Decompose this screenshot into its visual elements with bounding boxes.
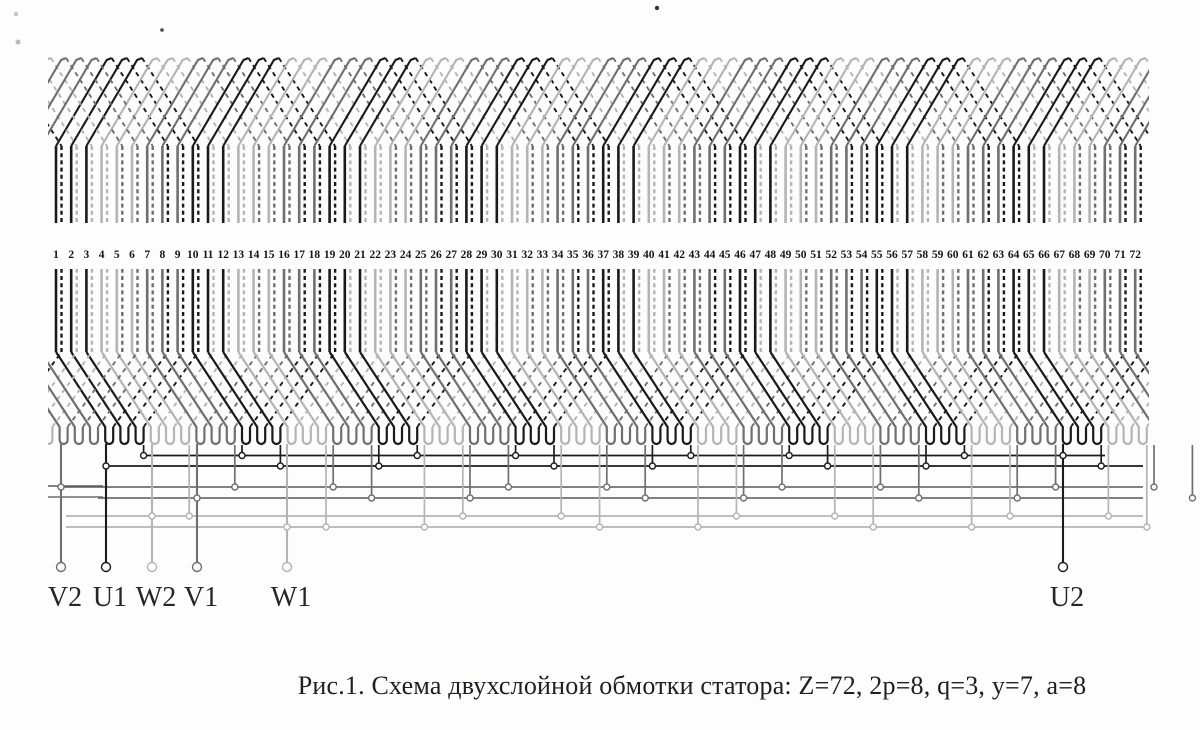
scan-specks	[14, 5, 660, 45]
slot-number: 62	[977, 249, 989, 261]
terminals: V2 U1 W2 V1 W1 U2	[48, 444, 1084, 613]
slot-number: 51	[810, 249, 822, 261]
slot-number: 38	[613, 249, 625, 261]
slot-number: 35	[567, 249, 579, 261]
slot-number: 48	[765, 249, 777, 261]
slot-number: 63	[993, 249, 1005, 261]
slot-number: 13	[233, 249, 245, 261]
terminal-label-V2: V2	[48, 582, 82, 613]
slot-number-row: 1 2 3 4 5 6 7 8 9 10 11 12 13 14 15 16 17 18 19 20 21 22 23 24 2…	[53, 249, 1141, 261]
slot-number: 20	[339, 249, 351, 261]
slot-number: 72	[1129, 249, 1141, 261]
slot-number: 8	[160, 249, 166, 261]
slot-number: 29	[476, 249, 488, 261]
terminal-label-W2: W2	[136, 582, 176, 613]
slot-number: 12	[217, 249, 229, 261]
slot-number: 33	[537, 249, 549, 261]
slot-number: 26	[430, 249, 442, 261]
slot-number: 9	[175, 249, 181, 261]
slot-number: 16	[278, 249, 290, 261]
slot-number: 5	[114, 249, 120, 261]
slot-number: 59	[932, 249, 944, 261]
slot-number: 6	[129, 249, 135, 261]
slot-number: 1	[53, 249, 59, 261]
slot-number: 27	[445, 249, 457, 261]
slot-number: 70	[1099, 249, 1111, 261]
slot-number: 58	[917, 249, 929, 261]
slot-number: 4	[99, 249, 105, 261]
terminal-label-U1: U1	[93, 582, 127, 613]
slot-number: 50	[795, 249, 807, 261]
slot-number: 52	[825, 249, 837, 261]
slot-number: 46	[734, 249, 746, 261]
slot-number: 41	[658, 249, 670, 261]
slot-number: 3	[84, 249, 90, 261]
slot-number: 42	[673, 249, 685, 261]
slot-number: 28	[461, 249, 473, 261]
slot-number: 47	[749, 249, 761, 261]
slot-number: 49	[780, 249, 792, 261]
slot-number: 54	[856, 249, 868, 261]
terminal-label-W1: W1	[271, 582, 311, 613]
bus-bars	[48, 454, 1143, 528]
slot-number: 25	[415, 249, 427, 261]
slot-number: 14	[248, 249, 260, 261]
slot-number: 23	[385, 249, 397, 261]
slot-number: 34	[552, 249, 564, 261]
slot-number: 57	[901, 249, 913, 261]
slot-number: 71	[1114, 249, 1126, 261]
slot-number: 21	[354, 249, 366, 261]
winding-diagram: 1 2 3 4 5 6 7 8 9 10 11 12 13 14 15 16 17 18 19 20 21 22 23 24 2…	[14, 5, 1197, 613]
terminal-label-V1: V1	[184, 582, 218, 613]
slot-number: 44	[704, 249, 716, 261]
slot-number: 64	[1008, 249, 1020, 261]
slot-number: 32	[521, 249, 533, 261]
slot-number: 18	[309, 249, 321, 261]
group-taps	[139, 445, 1197, 531]
slot-number: 15	[263, 249, 275, 261]
terminal-label-U2: U2	[1050, 582, 1084, 613]
slot-number: 2	[68, 249, 74, 261]
slot-number: 24	[400, 249, 412, 261]
slot-number: 11	[203, 249, 214, 261]
slot-number: 10	[187, 249, 199, 261]
slot-number: 22	[369, 249, 381, 261]
figure-caption: Рис.1. Схема двухслойной обмотки статора…	[297, 671, 1087, 700]
slot-number: 37	[597, 249, 609, 261]
slot-number: 69	[1084, 249, 1096, 261]
slot-number: 61	[962, 249, 974, 261]
slot-number: 53	[841, 249, 853, 261]
slot-number: 55	[871, 249, 883, 261]
slot-number: 17	[293, 249, 305, 261]
slot-number: 30	[491, 249, 503, 261]
slot-number: 7	[144, 249, 150, 261]
coil-layer	[48, 57, 1149, 446]
slot-number: 65	[1023, 249, 1035, 261]
slot-number: 60	[947, 249, 959, 261]
slot-number: 43	[689, 249, 701, 261]
slot-number: 31	[506, 249, 518, 261]
slot-number: 19	[324, 249, 336, 261]
slot-number: 56	[886, 249, 898, 261]
slot-number: 68	[1069, 249, 1081, 261]
slot-number: 45	[719, 249, 731, 261]
slot-number: 67	[1053, 249, 1065, 261]
slot-number: 66	[1038, 249, 1050, 261]
slot-number: 40	[643, 249, 655, 261]
slot-number: 39	[628, 249, 640, 261]
slot-number: 36	[582, 249, 594, 261]
